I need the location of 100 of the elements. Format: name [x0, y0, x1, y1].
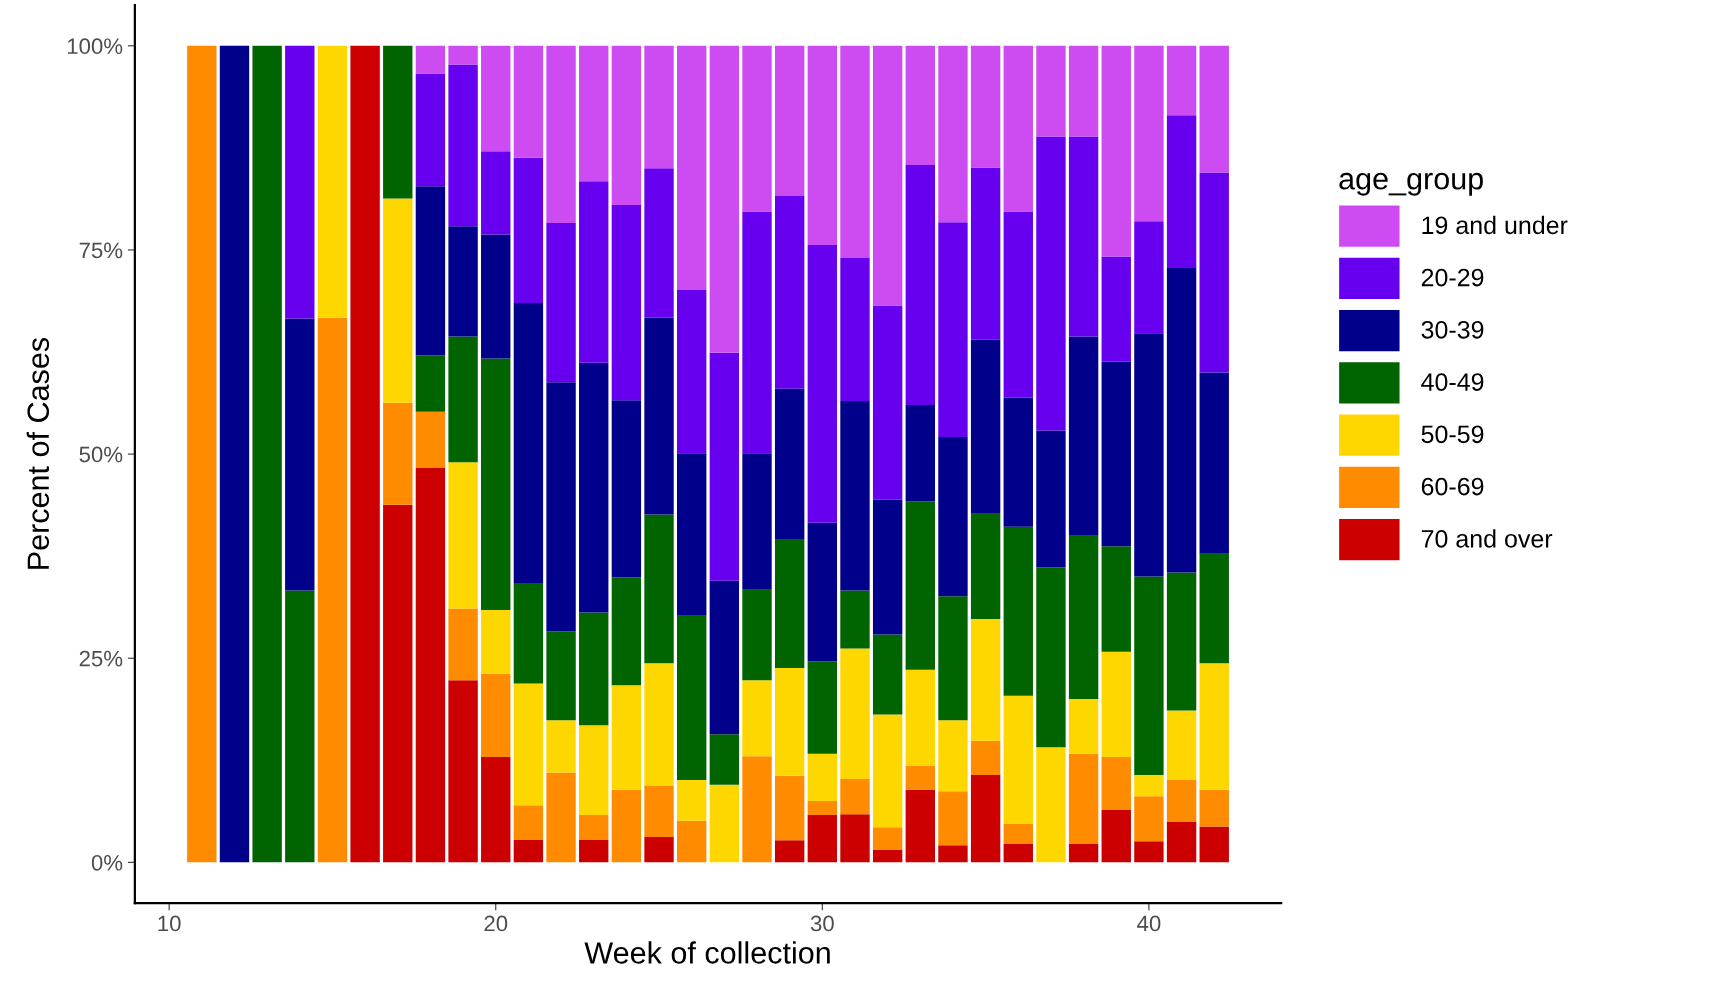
bar — [742, 211, 772, 454]
bar — [970, 740, 1001, 775]
bar — [481, 358, 511, 611]
bar — [774, 539, 805, 669]
bar — [872, 827, 903, 851]
bar — [1101, 757, 1131, 811]
bar — [1068, 136, 1099, 337]
bar — [905, 789, 935, 863]
bar — [448, 45, 478, 65]
legend-label: 30-39 — [1421, 320, 1484, 339]
bar — [1134, 221, 1164, 334]
bar — [350, 45, 380, 863]
bar — [546, 382, 576, 632]
bar — [1068, 45, 1099, 137]
bar — [1134, 841, 1164, 863]
bar — [644, 45, 674, 169]
x-tick-label: 40 — [1137, 915, 1161, 932]
y-axis-title: Percent of Cases — [26, 338, 50, 569]
bar — [1003, 695, 1033, 824]
bar — [1199, 553, 1229, 664]
bar — [905, 501, 935, 670]
x-tick-label: 30 — [810, 915, 834, 932]
bar — [383, 198, 413, 403]
bar — [807, 801, 838, 815]
bar — [513, 583, 544, 684]
bar — [481, 234, 511, 359]
bar — [1003, 823, 1033, 844]
bar — [513, 805, 544, 840]
bar — [938, 720, 968, 792]
y-tick-label: 50% — [79, 446, 123, 463]
bar — [938, 436, 968, 597]
bar — [938, 845, 968, 863]
bar — [546, 631, 576, 721]
bar — [448, 680, 478, 863]
bar — [840, 814, 870, 863]
bar — [872, 850, 903, 863]
y-tick-label: 0% — [91, 854, 123, 871]
bar — [1166, 267, 1197, 573]
bar — [742, 680, 772, 757]
bar — [415, 186, 446, 356]
bar — [840, 590, 870, 649]
bar — [1068, 699, 1099, 754]
bar — [1036, 430, 1066, 568]
y-tick-label: 25% — [79, 650, 123, 667]
legend-label: 20-29 — [1421, 268, 1484, 287]
bar — [1068, 843, 1099, 863]
bar — [840, 258, 870, 402]
bar — [742, 589, 772, 681]
legend-label: 40-49 — [1421, 373, 1484, 391]
bar — [611, 789, 642, 863]
bar — [938, 222, 968, 437]
bar — [644, 785, 674, 838]
bar — [840, 45, 870, 259]
bar — [644, 837, 674, 863]
bar — [774, 775, 805, 841]
bar — [1199, 172, 1229, 373]
bar — [1101, 45, 1131, 257]
x-axis-title: Week of collection — [584, 941, 830, 964]
bar — [905, 669, 935, 767]
bar — [742, 45, 772, 212]
bar — [970, 167, 1001, 340]
bar — [1036, 45, 1066, 137]
bar — [513, 157, 544, 304]
bar — [709, 352, 740, 581]
bar — [905, 405, 935, 502]
bar — [1003, 45, 1033, 212]
bar — [415, 467, 446, 863]
bar — [513, 683, 544, 806]
bar — [840, 401, 870, 591]
bar — [579, 839, 609, 863]
y-tick-label: 75% — [79, 242, 123, 259]
bar — [1134, 576, 1164, 775]
bar — [1199, 663, 1229, 790]
bar — [579, 815, 609, 840]
bar — [644, 317, 674, 515]
bar — [415, 73, 446, 187]
bar — [285, 45, 315, 319]
bar — [774, 840, 805, 863]
bar — [872, 305, 903, 500]
y-tick-label: 100% — [67, 38, 123, 55]
bar — [970, 774, 1001, 863]
bar — [611, 685, 642, 790]
bar — [383, 45, 413, 199]
bar — [1101, 810, 1131, 863]
bar — [1199, 372, 1229, 554]
bar — [742, 756, 772, 863]
bar — [677, 289, 707, 454]
bar — [1036, 567, 1066, 748]
legend-title: age_group — [1339, 172, 1483, 196]
bar — [252, 45, 282, 863]
bar — [872, 499, 903, 635]
bar — [579, 725, 609, 815]
bar — [448, 226, 478, 337]
legend-label: 60-69 — [1421, 477, 1484, 496]
bar — [611, 45, 642, 206]
bar — [938, 45, 968, 223]
bar — [677, 45, 707, 290]
bar — [905, 165, 935, 406]
bar — [415, 355, 446, 412]
bar — [1003, 211, 1033, 398]
